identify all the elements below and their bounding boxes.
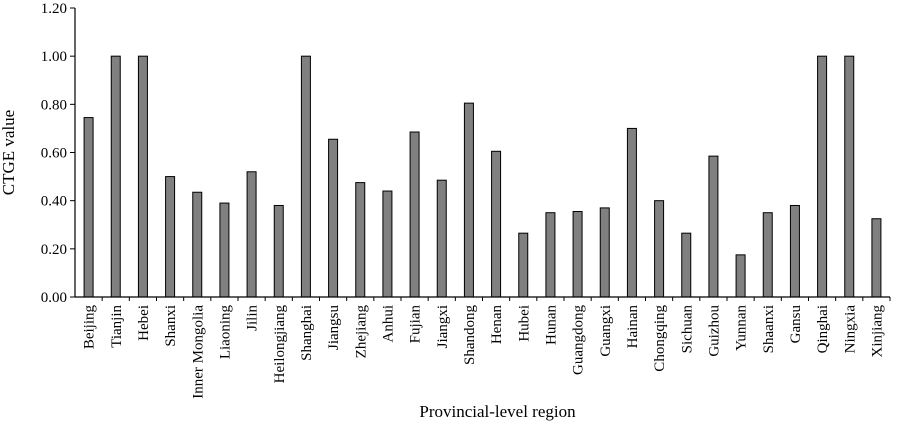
x-category-label: Tianjin [109,305,125,348]
x-category-label: Shanghai [299,305,315,361]
x-category-label: Zhejiang [353,305,369,359]
x-category-label: Ningxia [842,305,858,354]
y-tick-label: 0.20 [41,242,67,258]
bar-hebei [137,55,148,298]
x-category-label: Jilin [245,305,261,331]
bar-tianjin [110,55,121,298]
y-tick-label: 1.00 [41,49,67,65]
y-tick-label: 0.60 [41,146,67,162]
bar-guangdong [572,211,583,298]
x-category-label: Beijing [82,305,98,350]
bars [83,55,891,301]
bar-inner-mongolia [192,191,203,298]
x-category-label: Sichuan [679,305,695,354]
bar-shanghai [300,55,311,298]
y-tick-label: 1.20 [41,1,67,17]
x-category-label: Chongqing [652,305,668,372]
x-category-label: Shandong [462,305,478,366]
bar-fujian [409,131,420,298]
bar-liaoning [219,202,230,298]
bar-jilin [246,171,257,298]
x-category-label: Inner Mongolia [190,305,206,399]
bar-shaanxi [762,212,773,298]
x-category-label: Guizhou [706,305,722,357]
bar-shandong [463,102,474,298]
y-tick-label: 0.00 [41,290,67,306]
x-axis-title: Provincial-level region [419,402,576,421]
x-category-label: Shaanxi [761,305,777,353]
bar-hubei [518,232,529,298]
y-tick-label: 0.80 [41,97,67,113]
x-category-label: Shanxi [163,305,179,347]
x-category-label: Jiangsu [326,305,342,351]
y-axis-title: CTGE value [0,110,18,195]
bar-qinghai [817,55,828,298]
x-category-label: Yunnan [734,305,750,351]
x-category-label: Liaoning [217,305,233,360]
x-category-label: Jiangxi [435,305,451,348]
bar-ningxia [844,55,855,298]
y-tick-label: 0.40 [41,194,67,210]
bar-sichuan [681,232,692,298]
bar-zhejiang [355,182,366,298]
bar-hainan [626,127,637,298]
bar-chongqing [654,200,665,298]
bar-heilongjiang [273,204,284,298]
x-category-label: Heilongjiang [272,305,288,384]
bar-guangxi [599,207,610,298]
x-category-label: Hunan [543,305,559,345]
bar-anhui [382,190,393,298]
bar-jiangxi [436,179,447,298]
y-axis-ticks: 0.00 0.20 0.40 0.60 0.80 1.00 1.20 [41,1,75,306]
x-category-label: Guangdong [571,305,587,375]
bar-beijing [83,117,94,298]
bar-xinjiang [871,218,882,298]
bar-hunan [545,212,556,298]
x-category-label: Henan [489,305,505,345]
x-category-label: Qinghai [815,305,831,353]
bar-yunnan [735,254,746,298]
x-category-label: Fujian [408,305,424,344]
bar-gansu [789,204,800,298]
bar-guizhou [708,155,719,298]
bar-shanxi [165,176,176,298]
x-category-label: Hubei [516,305,532,342]
x-axis-labels: Beijing Tianjin Hebei Shanxi Inner Mongolia L… [82,305,886,399]
bar-henan [491,150,502,298]
x-category-label: Xinjiang [869,305,885,358]
x-category-label: Hainan [625,305,641,349]
bar-jiangsu [328,138,339,298]
x-category-label: Gansu [788,305,804,344]
x-category-label: Guangxi [598,305,614,357]
x-category-label: Hebei [136,305,152,341]
x-category-label: Anhui [380,305,396,343]
